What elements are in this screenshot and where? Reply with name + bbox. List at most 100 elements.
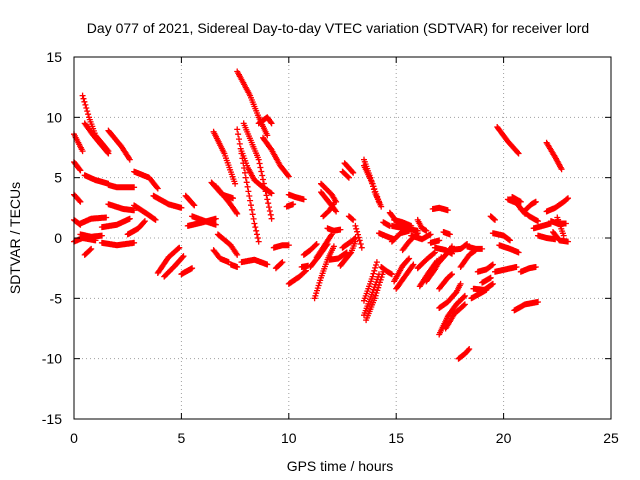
y-tick-label: -10 <box>42 351 62 367</box>
y-tick-label: 0 <box>54 230 62 246</box>
data-arc <box>105 127 133 163</box>
tick-labels: 0 5 10 15 20 25 -15 -10 -5 0 5 10 15 <box>42 49 619 446</box>
data-arc <box>489 230 513 244</box>
data-arc <box>427 237 443 246</box>
y-axis-label: SDTVAR / TECUs <box>7 182 23 294</box>
x-tick-label: 5 <box>178 430 186 446</box>
data-arc <box>81 172 112 187</box>
data-arc <box>440 229 453 238</box>
data-arc <box>530 220 554 232</box>
y-tick-label: -15 <box>42 411 62 427</box>
x-tick-label: 10 <box>281 430 297 446</box>
data-arc <box>131 202 159 223</box>
x-tick-label: 25 <box>603 430 619 446</box>
data-arc <box>326 249 350 263</box>
data-arc <box>341 160 357 176</box>
data-arc <box>105 181 138 191</box>
data-arc <box>283 201 297 210</box>
data-arc <box>517 264 539 275</box>
data-arc <box>380 219 393 229</box>
data-arc <box>543 195 571 215</box>
data-arc <box>363 268 387 324</box>
data-arc <box>492 264 520 275</box>
data-arc <box>361 162 382 205</box>
data-arc <box>318 189 340 215</box>
data-arc <box>105 201 138 214</box>
data-arc <box>339 168 352 181</box>
data-arc <box>436 280 464 311</box>
data-arc <box>391 255 413 285</box>
y-tick-label: 15 <box>46 49 62 65</box>
data-arc <box>337 238 359 269</box>
data-arc <box>285 267 309 287</box>
data-arc <box>255 114 275 127</box>
data-arc <box>182 192 198 209</box>
data-arc <box>81 120 112 157</box>
data-arc <box>550 229 571 245</box>
data-arc <box>554 214 567 239</box>
data-arc <box>238 256 271 268</box>
data-arc <box>124 218 148 238</box>
data-arc <box>81 245 95 258</box>
data-arc <box>511 299 541 314</box>
data-arc <box>71 131 86 155</box>
data-arc <box>386 209 408 231</box>
data-arc <box>270 242 292 251</box>
data-arc <box>161 253 187 280</box>
data-arc <box>300 241 320 258</box>
data-arc <box>234 68 271 139</box>
data-arc <box>234 126 262 245</box>
grid-lines <box>74 57 611 419</box>
data-points <box>71 68 571 362</box>
data-arc <box>260 134 292 180</box>
data-arc <box>436 292 468 338</box>
data-arc <box>345 213 357 223</box>
y-tick-label: -5 <box>50 290 63 306</box>
data-arc <box>212 183 241 217</box>
chart-title: Day 077 of 2021, Sidereal Day-to-day VTE… <box>87 20 589 36</box>
data-arc <box>98 215 133 231</box>
data-arc <box>414 216 430 234</box>
data-arc <box>240 120 275 222</box>
data-arc <box>429 204 451 214</box>
data-arc <box>318 180 340 205</box>
data-arc <box>154 244 183 276</box>
axis-ticks <box>73 56 612 420</box>
data-arc <box>77 214 110 227</box>
data-arc <box>227 261 241 270</box>
data-arc <box>313 231 335 261</box>
data-arc <box>543 139 565 173</box>
data-arc <box>178 265 196 278</box>
data-arc <box>150 192 185 211</box>
y-tick-label: 10 <box>46 109 62 125</box>
x-tick-label: 20 <box>496 430 512 446</box>
data-arc <box>496 242 522 256</box>
data-arc <box>522 198 539 214</box>
data-arc <box>470 280 496 293</box>
data-arc <box>71 159 84 174</box>
data-arc <box>272 259 286 272</box>
data-arc <box>414 249 438 272</box>
data-arc <box>393 261 417 292</box>
data-arc <box>324 225 344 234</box>
data-arc <box>210 128 239 187</box>
data-arc <box>446 241 471 254</box>
x-tick-label: 15 <box>388 430 404 446</box>
data-arc <box>487 213 498 223</box>
data-arc <box>71 191 84 205</box>
data-arc <box>408 231 434 243</box>
data-arc <box>98 239 138 249</box>
data-arc <box>479 274 494 286</box>
data-arc <box>214 231 241 258</box>
data-arc <box>210 247 232 266</box>
data-arc <box>436 271 455 292</box>
data-arc <box>131 168 161 192</box>
data-arc <box>494 124 522 157</box>
data-arc <box>285 191 307 203</box>
data-arc <box>361 271 382 319</box>
data-arc <box>361 259 380 304</box>
y-tick-label: 5 <box>54 170 62 186</box>
data-arc <box>339 235 359 251</box>
data-arc <box>184 215 219 229</box>
x-tick-label: 0 <box>70 430 78 446</box>
